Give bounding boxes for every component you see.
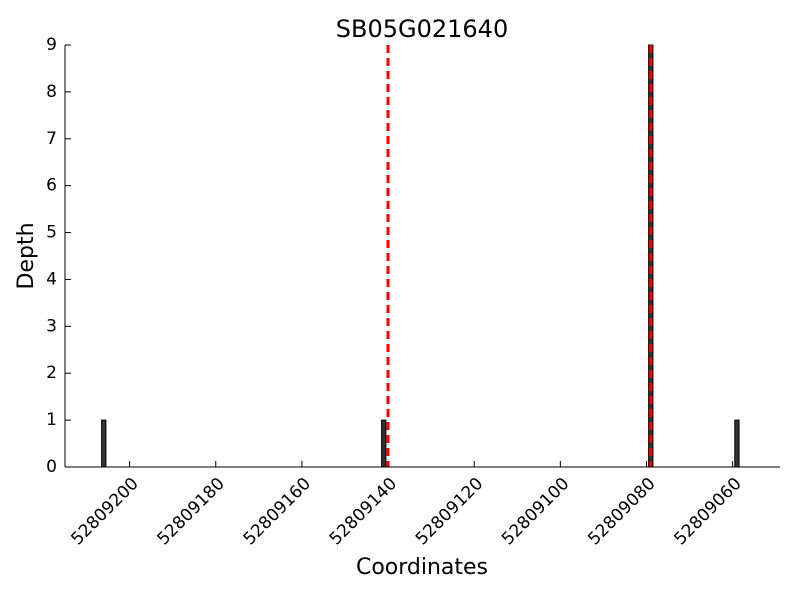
- x-tick-label: 52809200: [67, 474, 142, 549]
- y-tick-label: 2: [46, 363, 57, 383]
- y-tick-label: 6: [46, 176, 57, 196]
- y-axis-label: Depth: [14, 222, 39, 289]
- y-tick-label: 0: [46, 457, 57, 477]
- y-tick-label: 8: [46, 82, 57, 102]
- y-tick-label: 1: [46, 410, 57, 430]
- x-tick-label: 52809080: [584, 474, 659, 549]
- x-tick-label: 52809120: [412, 474, 487, 549]
- x-tick-label: 52809180: [153, 474, 228, 549]
- y-tick-label: 3: [46, 316, 57, 336]
- x-tick-label: 52809060: [670, 474, 745, 549]
- bar: [101, 419, 107, 468]
- bar: [734, 419, 740, 468]
- y-tick-label: 5: [46, 223, 57, 243]
- bar: [381, 419, 387, 468]
- x-axis-label: Coordinates: [356, 555, 488, 580]
- x-tick-label: 52809100: [498, 474, 573, 549]
- x-tick-label: 52809140: [326, 474, 401, 549]
- y-tick-label: 7: [46, 129, 57, 149]
- chart-title: SB05G021640: [336, 15, 508, 43]
- x-tick-label: 52809160: [240, 474, 315, 549]
- y-tick-label: 4: [46, 269, 57, 289]
- y-tick-label: 9: [46, 35, 57, 55]
